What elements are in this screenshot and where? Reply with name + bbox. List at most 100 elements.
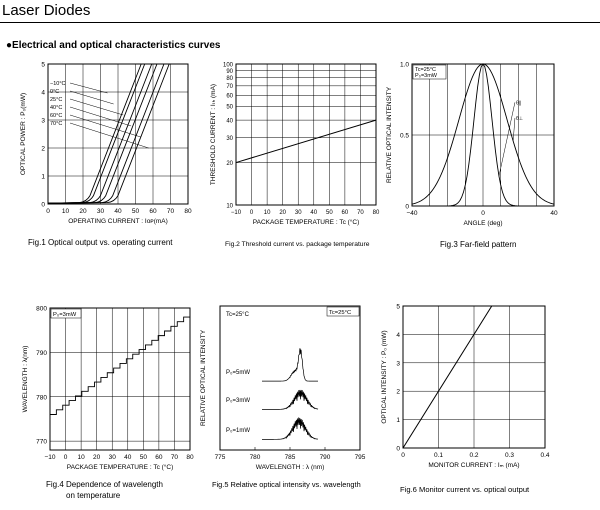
x-tick-label: 790 bbox=[320, 454, 331, 461]
x-tick-label: 30 bbox=[109, 454, 117, 461]
y-axis-label: WAVELENGTH : λ(nm) bbox=[22, 346, 29, 413]
x-tick-label: 0.4 bbox=[540, 452, 549, 459]
legend-label: 60°C bbox=[50, 113, 62, 119]
legend-label: 25°C bbox=[50, 97, 62, 103]
series-leader bbox=[512, 117, 516, 142]
x-tick-label: 40 bbox=[114, 208, 122, 215]
caption-fig3: Fig.3 Far-field pattern bbox=[440, 240, 517, 249]
page-title: Laser Diodes bbox=[2, 2, 91, 19]
y-tick-label: 0 bbox=[405, 204, 409, 211]
y-tick-label: 1 bbox=[396, 417, 400, 424]
caption-fig2: Fig.2 Threshold current vs. package temp… bbox=[225, 241, 370, 248]
spectrum-line-2 bbox=[262, 417, 319, 440]
x-tick-label: 10 bbox=[77, 454, 85, 461]
title-divider bbox=[0, 22, 600, 23]
legend-leader bbox=[69, 98, 124, 116]
x-tick-label: 30 bbox=[295, 210, 302, 216]
x-tick-label: 775 bbox=[215, 454, 226, 461]
x-tick-label: 80 bbox=[184, 208, 192, 215]
legend-leader bbox=[69, 106, 132, 127]
series-line-1 bbox=[411, 63, 555, 205]
series-label: θ⊥ bbox=[516, 116, 523, 122]
legend-leader bbox=[69, 82, 108, 94]
y-tick-label: 5 bbox=[41, 62, 45, 69]
legend-label: Tc=25°C bbox=[329, 310, 351, 316]
y-axis-label: OPTICAL POWER : P₀(mW) bbox=[20, 93, 27, 175]
chart-fig5-spectrum: 775 780 785 790 795 WAVELENGTH : λ (nm) RELATI… bbox=[200, 305, 366, 471]
series-line-threshold bbox=[235, 119, 377, 164]
chart-fig4-wavelength-temp: 770 780 790 800 −10 0 10 20 30 40 50 60 70 80 PACKAGE … bbox=[22, 306, 194, 472]
y-tick-label: 0 bbox=[41, 202, 45, 209]
x-tick-label: 40 bbox=[550, 210, 558, 217]
legend-label: 0°C bbox=[50, 89, 59, 95]
legend-label: −10°C bbox=[50, 81, 66, 87]
legend-label: Tc=25°C bbox=[415, 67, 436, 73]
x-tick-label: 40 bbox=[310, 210, 317, 216]
x-tick-label: 80 bbox=[186, 454, 194, 461]
legend-label: P₀=3mW bbox=[53, 312, 77, 318]
x-tick-label: 20 bbox=[93, 454, 101, 461]
spectrum-line-0 bbox=[262, 348, 318, 382]
y-tick-label: 10 bbox=[226, 203, 233, 209]
series-line-wavelength bbox=[50, 312, 191, 415]
series-label: P₀=5mW bbox=[226, 370, 250, 376]
x-tick-label: 30 bbox=[97, 208, 105, 215]
x-tick-label: 50 bbox=[140, 454, 148, 461]
header-corner-text: ··· bbox=[478, 0, 492, 4]
y-tick-label: 60 bbox=[226, 94, 233, 100]
x-axis-label: ANGLE (deg) bbox=[463, 220, 502, 227]
x-tick-label: 0.2 bbox=[469, 452, 478, 459]
y-tick-label: 780 bbox=[36, 394, 47, 401]
series-line-monitor bbox=[402, 305, 493, 449]
y-tick-label: 3 bbox=[41, 118, 45, 125]
y-tick-label: 2 bbox=[396, 389, 400, 396]
y-tick-label: 5 bbox=[396, 304, 400, 311]
series-label: θ∥ bbox=[516, 100, 521, 106]
x-tick-label: 780 bbox=[250, 454, 261, 461]
plot-frame bbox=[49, 307, 191, 451]
y-tick-label: 90 bbox=[226, 69, 233, 75]
y-axis-label: RELATIVE OPTICAL INTENSITY bbox=[200, 329, 207, 426]
y-axis-label: THRESHOLD CURRENT : Iₜₕ (mA) bbox=[210, 84, 217, 185]
caption-fig6: Fig.6 Monitor current vs. optical output bbox=[400, 485, 530, 494]
spectrum-line-1 bbox=[262, 389, 319, 410]
legend-box bbox=[50, 308, 82, 319]
y-tick-label: 100 bbox=[223, 62, 234, 68]
x-axis-label: WAVELENGTH : λ (nm) bbox=[256, 464, 325, 471]
x-tick-label: 795 bbox=[355, 454, 366, 461]
x-tick-label: 0 bbox=[64, 454, 68, 461]
x-tick-label: 50 bbox=[132, 208, 140, 215]
x-tick-label: −10 bbox=[231, 210, 242, 216]
legend-box bbox=[326, 306, 360, 317]
x-tick-label: −40 bbox=[406, 210, 417, 217]
series-leader bbox=[498, 102, 516, 177]
series-label: P₀=3mW bbox=[226, 398, 250, 404]
y-tick-label: 0 bbox=[396, 446, 400, 453]
x-tick-label: 0 bbox=[401, 452, 405, 459]
top-left-label: Tc=25°C bbox=[226, 312, 250, 318]
caption-fig1: Fig.1 Optical output vs. operating curre… bbox=[28, 238, 173, 247]
caption-fig4-line1: Fig.4 Dependence of wavelength bbox=[46, 480, 163, 489]
x-tick-label: 50 bbox=[326, 210, 333, 216]
legend-label: P₀=3mW bbox=[415, 73, 438, 79]
x-tick-label: 0 bbox=[250, 210, 254, 216]
x-tick-label: 60 bbox=[149, 208, 157, 215]
x-axis-label: MONITOR CURRENT : Iₘ (mA) bbox=[428, 462, 519, 469]
y-tick-label: 790 bbox=[36, 350, 47, 357]
y-tick-label: 20 bbox=[226, 161, 233, 167]
legend-label: 40°C bbox=[50, 105, 62, 111]
chart-fig6-monitor-current: 0 0.1 0.2 0.3 0.4 0 1 2 3 4 5 MONITOR CURRENT : Iₘ … bbox=[381, 304, 550, 470]
x-tick-label: 60 bbox=[342, 210, 349, 216]
y-tick-label: 800 bbox=[36, 306, 47, 313]
caption-fig4-line2: on temperature bbox=[66, 491, 121, 500]
x-tick-label: 20 bbox=[79, 208, 87, 215]
y-tick-label: 2 bbox=[41, 146, 45, 153]
legend-leader bbox=[69, 90, 114, 105]
x-tick-label: 70 bbox=[167, 208, 175, 215]
x-tick-label: 0.3 bbox=[505, 452, 514, 459]
series-label: P₀=1mW bbox=[226, 428, 250, 434]
x-tick-label: 0 bbox=[46, 208, 50, 215]
caption-fig4: Fig.4 Dependence of wavelength on temper… bbox=[46, 479, 163, 501]
plot-frame bbox=[235, 63, 377, 206]
